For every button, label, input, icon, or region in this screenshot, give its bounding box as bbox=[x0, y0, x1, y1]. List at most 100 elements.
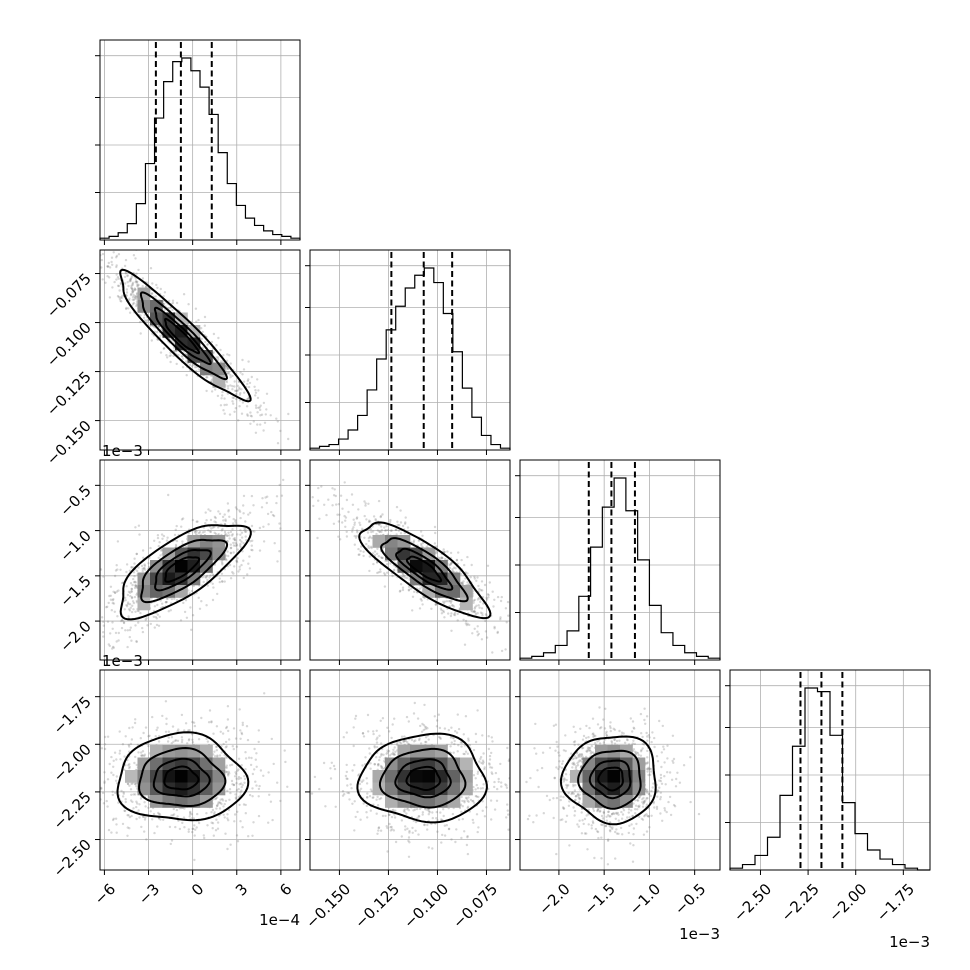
sample-point bbox=[194, 531, 197, 534]
sample-point bbox=[535, 641, 537, 643]
sample-point bbox=[402, 574, 406, 577]
sample-point bbox=[133, 721, 137, 725]
sample-point bbox=[191, 738, 194, 741]
panel-frame bbox=[309, 249, 511, 451]
panel-frame bbox=[729, 669, 931, 871]
sample-point bbox=[386, 559, 389, 563]
sample-point bbox=[144, 805, 147, 808]
sample-point bbox=[341, 507, 344, 510]
sample-point bbox=[234, 771, 237, 774]
sample-point bbox=[233, 385, 236, 388]
sample-point bbox=[481, 800, 484, 803]
sample-point bbox=[225, 534, 229, 537]
sample-point bbox=[247, 756, 251, 759]
sample-point bbox=[242, 512, 245, 515]
sample-point bbox=[219, 798, 222, 801]
sample-point bbox=[133, 575, 136, 578]
sample-point bbox=[126, 601, 130, 604]
sample-point bbox=[141, 754, 144, 757]
sample-point bbox=[355, 529, 359, 532]
sample-point bbox=[379, 570, 382, 573]
sample-point bbox=[224, 740, 228, 744]
sample-point bbox=[134, 718, 137, 721]
sample-point bbox=[455, 558, 459, 562]
sample-point bbox=[272, 762, 275, 766]
sample-point bbox=[117, 295, 121, 299]
sample-point bbox=[106, 265, 110, 268]
sample-point bbox=[487, 596, 490, 599]
density-cell bbox=[150, 795, 163, 808]
sample-point bbox=[351, 530, 354, 533]
sample-point bbox=[233, 380, 236, 383]
sample-point bbox=[176, 739, 180, 742]
sample-point bbox=[109, 598, 113, 601]
sample-point bbox=[227, 371, 231, 374]
sample-point bbox=[233, 820, 236, 823]
sample-point bbox=[341, 521, 344, 524]
sample-point bbox=[215, 356, 218, 359]
sample-point bbox=[487, 593, 490, 597]
sample-point bbox=[235, 777, 238, 780]
sample-point bbox=[94, 785, 96, 787]
sample-point bbox=[119, 282, 123, 285]
sample-point bbox=[159, 351, 163, 354]
sample-point bbox=[479, 600, 482, 604]
sample-point bbox=[353, 800, 356, 803]
sample-point bbox=[500, 649, 504, 653]
sample-point bbox=[156, 534, 160, 537]
sample-point bbox=[206, 584, 209, 587]
sample-point bbox=[232, 747, 235, 751]
sample-point bbox=[209, 530, 213, 534]
sample-point bbox=[246, 413, 249, 416]
sample-point bbox=[246, 398, 249, 401]
contour-line bbox=[395, 547, 454, 591]
sample-point bbox=[401, 524, 405, 528]
sample-point bbox=[355, 517, 358, 520]
sample-point bbox=[165, 354, 168, 357]
sample-point bbox=[262, 774, 265, 777]
sample-point bbox=[440, 612, 444, 615]
x-tick-label: −0.100 bbox=[400, 880, 452, 932]
sample-point bbox=[363, 536, 366, 539]
sample-point bbox=[109, 585, 113, 588]
sample-point bbox=[114, 569, 118, 572]
sample-point bbox=[479, 611, 483, 614]
sample-point bbox=[357, 547, 360, 551]
sample-point bbox=[191, 827, 194, 831]
sample-point bbox=[134, 783, 137, 786]
sample-point bbox=[235, 389, 238, 393]
sample-point bbox=[248, 511, 252, 514]
sample-point bbox=[107, 643, 111, 646]
sample-point bbox=[163, 309, 166, 312]
sample-point bbox=[396, 523, 399, 527]
sample-point bbox=[271, 513, 275, 517]
sample-point bbox=[115, 256, 118, 259]
sample-point bbox=[256, 411, 259, 414]
sample-point bbox=[203, 315, 207, 319]
sample-point bbox=[216, 755, 219, 758]
sample-point bbox=[217, 358, 220, 361]
sample-point bbox=[363, 514, 366, 518]
sample-point bbox=[143, 564, 147, 567]
sample-point bbox=[230, 763, 234, 766]
sample-point bbox=[404, 521, 407, 524]
sample-point bbox=[226, 789, 229, 792]
sample-point bbox=[162, 303, 166, 306]
sample-point bbox=[183, 610, 187, 614]
density-cell bbox=[150, 585, 163, 598]
sample-point bbox=[153, 831, 156, 835]
sample-point bbox=[376, 547, 379, 550]
sample-point bbox=[247, 835, 250, 838]
sample-point bbox=[149, 546, 152, 550]
sample-point bbox=[270, 737, 273, 741]
sample-point bbox=[110, 256, 114, 259]
sample-point bbox=[96, 624, 98, 626]
sample-point bbox=[124, 307, 128, 311]
sample-point bbox=[141, 285, 144, 288]
sample-point bbox=[331, 487, 334, 490]
sample-point bbox=[344, 519, 347, 522]
sample-point bbox=[172, 349, 176, 353]
sample-point bbox=[485, 596, 488, 600]
sample-point bbox=[102, 620, 105, 623]
sample-point bbox=[116, 615, 119, 618]
